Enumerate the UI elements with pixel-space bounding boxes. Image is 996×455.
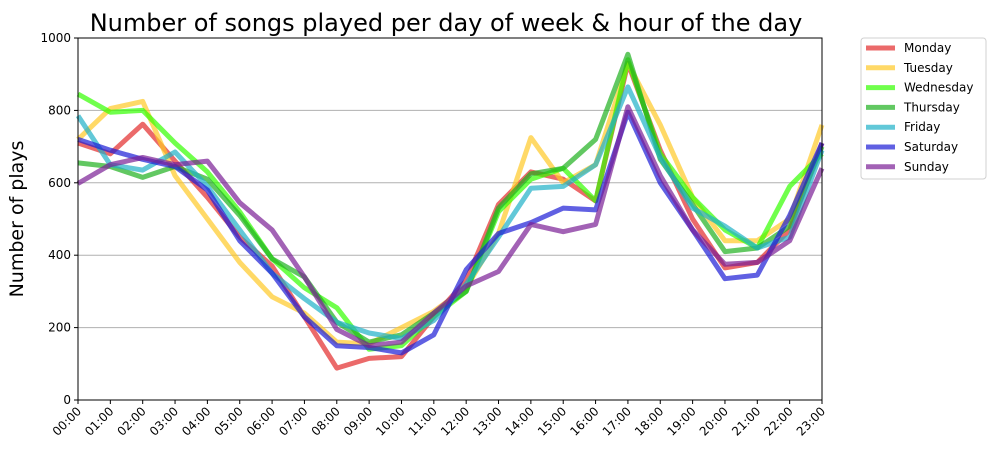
series-line-sunday	[76, 104, 825, 349]
y-axis-ticks: 0 200 400 600 800 1000	[40, 31, 78, 407]
x-tick-label: 10:00	[373, 404, 407, 438]
legend-label: Friday	[904, 120, 940, 134]
legend: Monday Tuesday Wednesday Thursday Friday Satu…	[860, 37, 987, 180]
legend-box	[860, 37, 987, 180]
x-tick-label: 20:00	[697, 404, 731, 438]
x-tick-label: 19:00	[664, 404, 698, 438]
x-tick-label: 21:00	[729, 404, 763, 438]
x-tick-label: 17:00	[600, 404, 634, 438]
x-tick-label: 02:00	[114, 404, 148, 438]
y-tick-label: 1000	[40, 31, 71, 45]
x-tick-label: 03:00	[147, 404, 181, 438]
legend-label: Wednesday	[904, 81, 973, 95]
y-axis-label: Number of plays	[6, 141, 28, 298]
x-tick-label: 05:00	[211, 404, 245, 438]
x-tick-label: 14:00	[503, 404, 537, 438]
legend-label: Monday	[904, 41, 951, 55]
x-tick-label: 01:00	[82, 404, 116, 438]
legend-label: Sunday	[904, 160, 949, 174]
x-tick-label: 04:00	[179, 404, 213, 438]
x-tick-label: 00:00	[50, 404, 84, 438]
x-axis-ticks: 00:0001:0002:0003:0004:0005:0006:0007:00…	[50, 400, 828, 439]
x-tick-label: 16:00	[567, 404, 601, 438]
legend-label: Saturday	[904, 140, 958, 154]
x-tick-label: 12:00	[438, 404, 472, 438]
y-tick-label: 0	[63, 393, 71, 407]
y-tick-label: 400	[48, 248, 71, 262]
x-tick-label: 06:00	[244, 404, 278, 438]
x-tick-label: 09:00	[341, 404, 375, 438]
legend-label: Tuesday	[903, 61, 953, 75]
legend-label: Thursday	[903, 100, 960, 114]
y-tick-label: 800	[48, 103, 71, 117]
x-tick-label: 11:00	[406, 404, 440, 438]
plot-frame	[77, 37, 823, 401]
x-tick-label: 22:00	[761, 404, 795, 438]
x-tick-label: 13:00	[470, 404, 504, 438]
x-tick-label: 15:00	[535, 404, 569, 438]
x-tick-label: 07:00	[276, 404, 310, 438]
x-tick-label: 23:00	[794, 404, 828, 438]
y-tick-label: 600	[48, 176, 71, 190]
x-tick-label: 18:00	[632, 404, 666, 438]
y-tick-label: 200	[48, 321, 71, 335]
series-lines	[75, 51, 825, 371]
x-tick-label: 08:00	[309, 404, 343, 438]
chart-title: Number of songs played per day of week &…	[90, 9, 803, 37]
